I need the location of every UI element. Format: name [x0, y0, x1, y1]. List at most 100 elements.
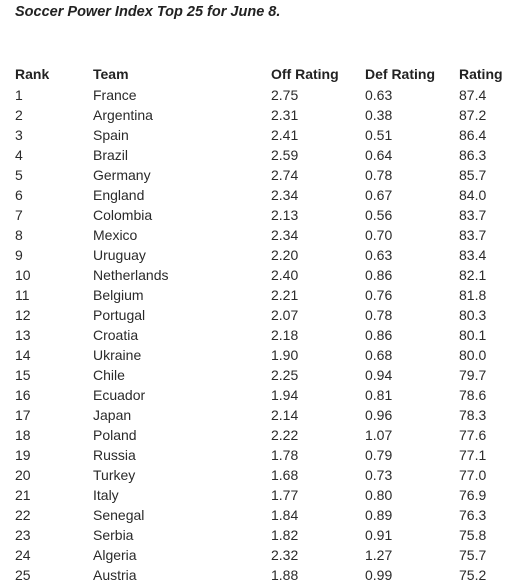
team-cell: Algeria	[93, 547, 137, 563]
table-row: 2 Argentina 2.31 0.38 87.2	[15, 105, 510, 125]
def-rating-cell: 0.99	[365, 567, 393, 583]
table-row: 23 Serbia 1.82 0.91 75.8	[15, 525, 510, 545]
table-row: 25 Austria 1.88 0.99 75.2	[15, 565, 510, 585]
off-rating-cell: 2.13	[271, 207, 299, 223]
rank-cell: 2	[15, 107, 23, 123]
table-row: 20 Turkey 1.68 0.73 77.0	[15, 465, 510, 485]
rank-cell: 6	[15, 187, 23, 203]
rank-cell: 5	[15, 167, 23, 183]
rating-cell: 79.7	[459, 367, 487, 383]
rating-cell: 80.3	[459, 307, 487, 323]
def-rating-cell: 0.63	[365, 87, 393, 103]
rank-cell: 8	[15, 227, 23, 243]
team-cell: Uruguay	[93, 247, 146, 263]
rank-cell: 25	[15, 567, 31, 583]
rating-cell: 86.4	[459, 127, 487, 143]
rating-cell: 83.7	[459, 227, 487, 243]
def-rating-cell: 0.89	[365, 507, 393, 523]
column-header-def-rating: Def Rating	[365, 66, 435, 82]
off-rating-cell: 2.40	[271, 267, 299, 283]
table-row: 18 Poland 2.22 1.07 77.6	[15, 425, 510, 445]
rank-cell: 3	[15, 127, 23, 143]
table-row: 17 Japan 2.14 0.96 78.3	[15, 405, 510, 425]
rating-cell: 77.6	[459, 427, 487, 443]
off-rating-cell: 1.68	[271, 467, 299, 483]
column-header-team: Team	[93, 66, 129, 82]
team-cell: Italy	[93, 487, 119, 503]
off-rating-cell: 1.88	[271, 567, 299, 583]
table-row: 6 England 2.34 0.67 84.0	[15, 185, 510, 205]
team-cell: Serbia	[93, 527, 134, 543]
team-cell: Chile	[93, 367, 125, 383]
page-title: Soccer Power Index Top 25 for June 8.	[15, 4, 281, 20]
rating-cell: 82.1	[459, 267, 487, 283]
def-rating-cell: 0.68	[365, 347, 393, 363]
def-rating-cell: 0.80	[365, 487, 393, 503]
team-cell: Senegal	[93, 507, 145, 523]
rating-cell: 76.9	[459, 487, 487, 503]
off-rating-cell: 2.25	[271, 367, 299, 383]
def-rating-cell: 0.51	[365, 127, 393, 143]
table-row: 10 Netherlands 2.40 0.86 82.1	[15, 265, 510, 285]
team-cell: Turkey	[93, 467, 136, 483]
rank-cell: 21	[15, 487, 31, 503]
off-rating-cell: 2.20	[271, 247, 299, 263]
team-cell: France	[93, 87, 137, 103]
team-cell: Mexico	[93, 227, 138, 243]
team-cell: Spain	[93, 127, 129, 143]
off-rating-cell: 1.94	[271, 387, 299, 403]
table-row: 5 Germany 2.74 0.78 85.7	[15, 165, 510, 185]
team-cell: Netherlands	[93, 267, 169, 283]
off-rating-cell: 2.75	[271, 87, 299, 103]
def-rating-cell: 0.81	[365, 387, 393, 403]
team-cell: Poland	[93, 427, 137, 443]
rank-cell: 17	[15, 407, 31, 423]
def-rating-cell: 0.96	[365, 407, 393, 423]
rating-cell: 86.3	[459, 147, 487, 163]
rank-cell: 12	[15, 307, 31, 323]
off-rating-cell: 2.21	[271, 287, 299, 303]
table-row: 24 Algeria 2.32 1.27 75.7	[15, 545, 510, 565]
table-header-row: Rank Team Off Rating Def Rating Rating	[15, 63, 510, 85]
rating-cell: 78.6	[459, 387, 487, 403]
team-cell: Croatia	[93, 327, 139, 343]
rank-cell: 11	[15, 287, 30, 303]
table-row: 15 Chile 2.25 0.94 79.7	[15, 365, 510, 385]
off-rating-cell: 2.32	[271, 547, 299, 563]
team-cell: Brazil	[93, 147, 129, 163]
def-rating-cell: 0.91	[365, 527, 393, 543]
def-rating-cell: 0.56	[365, 207, 393, 223]
rating-cell: 87.2	[459, 107, 487, 123]
team-cell: Ecuador	[93, 387, 146, 403]
rank-cell: 18	[15, 427, 31, 443]
rank-cell: 23	[15, 527, 31, 543]
rating-cell: 75.8	[459, 527, 487, 543]
table-body: 1 France 2.75 0.63 87.4 2 Argentina 2.31 0.38 87.…	[15, 85, 510, 585]
table-row: 8 Mexico 2.34 0.70 83.7	[15, 225, 510, 245]
def-rating-cell: 0.86	[365, 267, 393, 283]
off-rating-cell: 2.34	[271, 227, 299, 243]
off-rating-cell: 1.78	[271, 447, 299, 463]
rating-cell: 83.7	[459, 207, 487, 223]
table-row: 3 Spain 2.41 0.51 86.4	[15, 125, 510, 145]
table-row: 13 Croatia 2.18 0.86 80.1	[15, 325, 510, 345]
def-rating-cell: 0.73	[365, 467, 393, 483]
off-rating-cell: 2.22	[271, 427, 299, 443]
off-rating-cell: 1.84	[271, 507, 299, 523]
rank-cell: 20	[15, 467, 31, 483]
def-rating-cell: 0.78	[365, 167, 393, 183]
def-rating-cell: 1.27	[365, 547, 393, 563]
def-rating-cell: 0.38	[365, 107, 393, 123]
off-rating-cell: 2.74	[271, 167, 299, 183]
rank-cell: 19	[15, 447, 31, 463]
rating-cell: 85.7	[459, 167, 487, 183]
power-index-table: Rank Team Off Rating Def Rating Rating 1…	[15, 63, 510, 585]
rank-cell: 22	[15, 507, 31, 523]
def-rating-cell: 0.64	[365, 147, 393, 163]
off-rating-cell: 1.77	[271, 487, 299, 503]
team-cell: Portugal	[93, 307, 146, 323]
rank-cell: 9	[15, 247, 23, 263]
def-rating-cell: 1.07	[365, 427, 393, 443]
rating-cell: 77.1	[459, 447, 487, 463]
team-cell: Japan	[93, 407, 132, 423]
